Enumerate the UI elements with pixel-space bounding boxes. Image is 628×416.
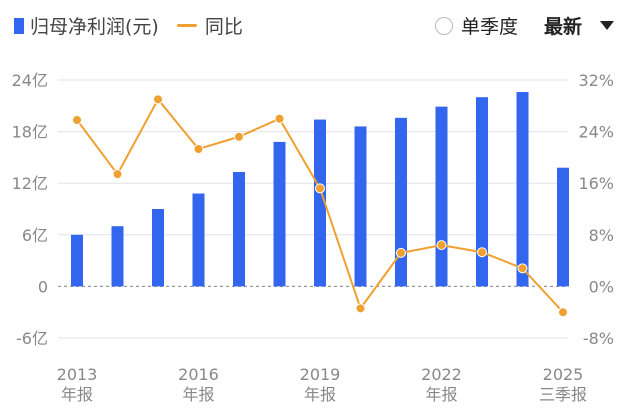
yoy-point — [274, 113, 285, 124]
bar — [557, 167, 569, 287]
x-tick-period: 三季报 — [539, 385, 587, 404]
yoy-point — [436, 240, 447, 251]
yoy-point — [153, 94, 163, 105]
x-tick-period: 年报 — [182, 385, 214, 404]
y-right-tick-label: 8% — [589, 226, 614, 245]
y-left-tick-label: 24亿 — [12, 71, 48, 90]
legend-bar-swatch — [14, 17, 24, 34]
y-left-tick-label: 12亿 — [12, 174, 48, 193]
yoy-point — [112, 169, 123, 180]
bar — [71, 234, 83, 287]
bar — [516, 92, 529, 287]
yoy-point — [193, 144, 204, 155]
bar — [233, 172, 245, 287]
yoy-point — [72, 114, 82, 125]
y-right-tick-label: -8% — [583, 329, 614, 348]
quarterly-label[interactable]: 单季度 — [460, 16, 518, 38]
y-right-tick-label: 0% — [589, 277, 614, 296]
yoy-point — [558, 307, 568, 318]
yoy-point — [234, 131, 244, 142]
y-left-tick-label: 6亿 — [22, 226, 48, 245]
x-tick-year: 2025 — [543, 365, 584, 384]
quarterly-radio[interactable] — [434, 16, 453, 35]
yoy-point — [396, 247, 406, 258]
x-tick-period: 年报 — [304, 385, 336, 404]
y-left-tick-label: -6亿 — [16, 329, 48, 348]
bar — [273, 141, 286, 287]
legend-series2-label[interactable]: 同比 — [204, 16, 243, 38]
bar — [435, 106, 448, 287]
x-tick-period: 年报 — [425, 385, 457, 404]
bar — [111, 226, 124, 287]
bar — [476, 97, 488, 287]
legend-line-swatch — [176, 24, 197, 27]
y-left-tick-label: 0 — [38, 277, 48, 296]
x-tick-year: 2022 — [421, 365, 462, 384]
y-left-tick-label: 18亿 — [12, 123, 48, 142]
bar — [395, 117, 407, 287]
yoy-point — [477, 247, 487, 258]
yoy-point — [315, 183, 325, 194]
x-tick-year: 2019 — [300, 365, 341, 384]
bar — [354, 126, 367, 287]
x-tick-year: 2013 — [57, 365, 98, 384]
x-tick-year: 2016 — [178, 365, 219, 384]
x-tick-period: 年报 — [61, 385, 93, 404]
bar — [314, 119, 326, 287]
yoy-point — [517, 263, 528, 274]
period-selector[interactable]: 最新 — [543, 16, 582, 38]
y-right-tick-label: 16% — [578, 174, 614, 193]
yoy-point — [355, 303, 366, 314]
legend-series1-label[interactable]: 归母净利润(元) — [30, 16, 159, 38]
bar — [152, 209, 164, 287]
caret-down-icon[interactable] — [600, 21, 614, 30]
y-right-tick-label: 32% — [578, 71, 614, 90]
chart-controls: 单季度 最新 — [434, 12, 614, 39]
y-right-tick-label: 24% — [578, 123, 614, 142]
bar — [192, 193, 205, 287]
chart-legend: 归母净利润(元) 同比 — [14, 12, 243, 39]
